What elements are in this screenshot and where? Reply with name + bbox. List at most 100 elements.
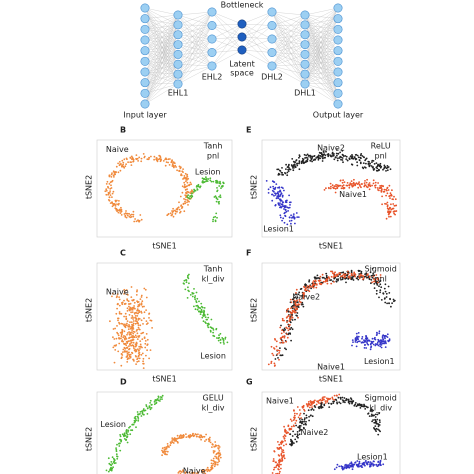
cell-point: [379, 461, 381, 464]
cell-point: [136, 411, 139, 413]
cell-point: [148, 357, 151, 360]
panel-letter: E: [246, 126, 251, 135]
cell-point: [347, 399, 350, 401]
cell-point: [119, 212, 122, 215]
cell-point: [306, 158, 309, 161]
cell-point: [191, 195, 194, 198]
connection: [144, 54, 179, 105]
cell-point: [347, 272, 350, 275]
cell-point: [327, 276, 330, 278]
cell-point: [128, 212, 131, 215]
cell-point: [145, 404, 148, 406]
cell-point: [288, 194, 290, 197]
cell-point: [381, 340, 384, 343]
cell-point: [120, 364, 123, 367]
cell-point: [187, 204, 189, 206]
cell-point: [297, 416, 300, 419]
cell-point: [368, 182, 371, 184]
cell-point: [326, 282, 329, 285]
cell-point: [275, 345, 278, 348]
cell-point: [145, 333, 148, 335]
cell-point: [105, 188, 108, 191]
cell-point: [183, 181, 186, 184]
cell-point: [369, 271, 372, 274]
cell-point: [324, 154, 327, 157]
cell-point: [172, 442, 175, 444]
cell-point: [276, 463, 279, 465]
cell-point: [174, 439, 176, 442]
cell-point: [202, 313, 205, 316]
cell-point: [351, 154, 353, 156]
cell-point: [136, 300, 139, 303]
cell-point: [349, 277, 351, 280]
cell-point: [295, 163, 298, 165]
cell-point: [349, 400, 352, 403]
cell-point: [180, 434, 182, 437]
connection: [144, 14, 179, 94]
cell-point: [267, 192, 270, 194]
cell-point: [129, 356, 132, 359]
cell-point: [379, 342, 382, 345]
cluster-label: Naive2: [301, 428, 329, 437]
cell-point: [339, 402, 342, 405]
cell-point: [281, 172, 284, 174]
cell-point: [183, 210, 186, 213]
connection: [304, 34, 339, 73]
cell-point: [168, 164, 171, 166]
cell-point: [350, 464, 353, 466]
cell-point: [389, 194, 392, 197]
cell-point: [110, 173, 113, 176]
cell-point: [143, 305, 145, 308]
cell-point: [134, 218, 137, 220]
connection: [144, 71, 179, 85]
cell-point: [135, 349, 138, 351]
cell-point: [293, 167, 295, 169]
cell-point: [140, 310, 143, 313]
cell-point: [371, 420, 373, 423]
cell-point: [322, 276, 325, 279]
cell-point: [384, 297, 386, 300]
cell-point: [186, 201, 188, 204]
cell-point: [298, 160, 301, 162]
cell-point: [357, 340, 360, 343]
cell-point: [290, 438, 292, 441]
cell-point: [283, 331, 285, 333]
connection: [271, 25, 306, 55]
cell-point: [135, 220, 138, 223]
cell-point: [119, 434, 121, 436]
cell-point: [341, 396, 344, 399]
connection: [144, 44, 179, 73]
latent-label: space: [230, 69, 254, 78]
y-axis-label: tSNE2: [85, 175, 94, 199]
cell-point: [217, 337, 220, 340]
node: [173, 59, 183, 69]
connection: [144, 61, 179, 65]
cell-point: [309, 159, 312, 162]
cell-point: [284, 428, 286, 431]
cell-point: [281, 457, 283, 460]
cell-point: [140, 354, 143, 356]
cell-point: [284, 214, 286, 217]
cell-point: [219, 196, 222, 199]
cell-point: [277, 194, 280, 197]
connection: [144, 18, 179, 55]
cell-point: [190, 183, 193, 186]
node: [333, 56, 343, 66]
cell-point: [281, 459, 284, 462]
cell-point: [336, 463, 339, 466]
cell-point: [389, 215, 392, 218]
cell-point: [364, 184, 367, 187]
cell-point: [287, 170, 290, 173]
cell-point: [366, 463, 369, 466]
cell-point: [391, 302, 393, 305]
cell-point: [134, 345, 137, 348]
cell-point: [287, 168, 289, 171]
y-axis-label: tSNE2: [250, 298, 259, 322]
connection: [144, 18, 179, 26]
cell-point: [368, 188, 371, 191]
cell-point: [111, 192, 114, 195]
cell-point: [205, 178, 208, 181]
cell-point: [137, 355, 140, 358]
cell-point: [185, 192, 188, 195]
